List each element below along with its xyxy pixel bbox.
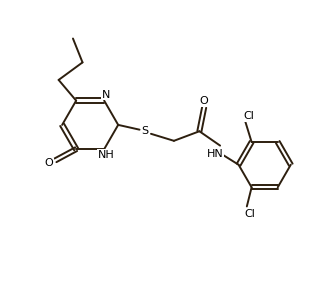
Text: O: O <box>45 158 53 168</box>
Text: N: N <box>102 90 110 100</box>
Text: HN: HN <box>207 149 224 159</box>
Text: Cl: Cl <box>245 209 255 219</box>
Text: S: S <box>142 126 149 136</box>
Text: Cl: Cl <box>243 111 254 121</box>
Text: NH: NH <box>97 150 114 160</box>
Text: O: O <box>200 96 209 106</box>
